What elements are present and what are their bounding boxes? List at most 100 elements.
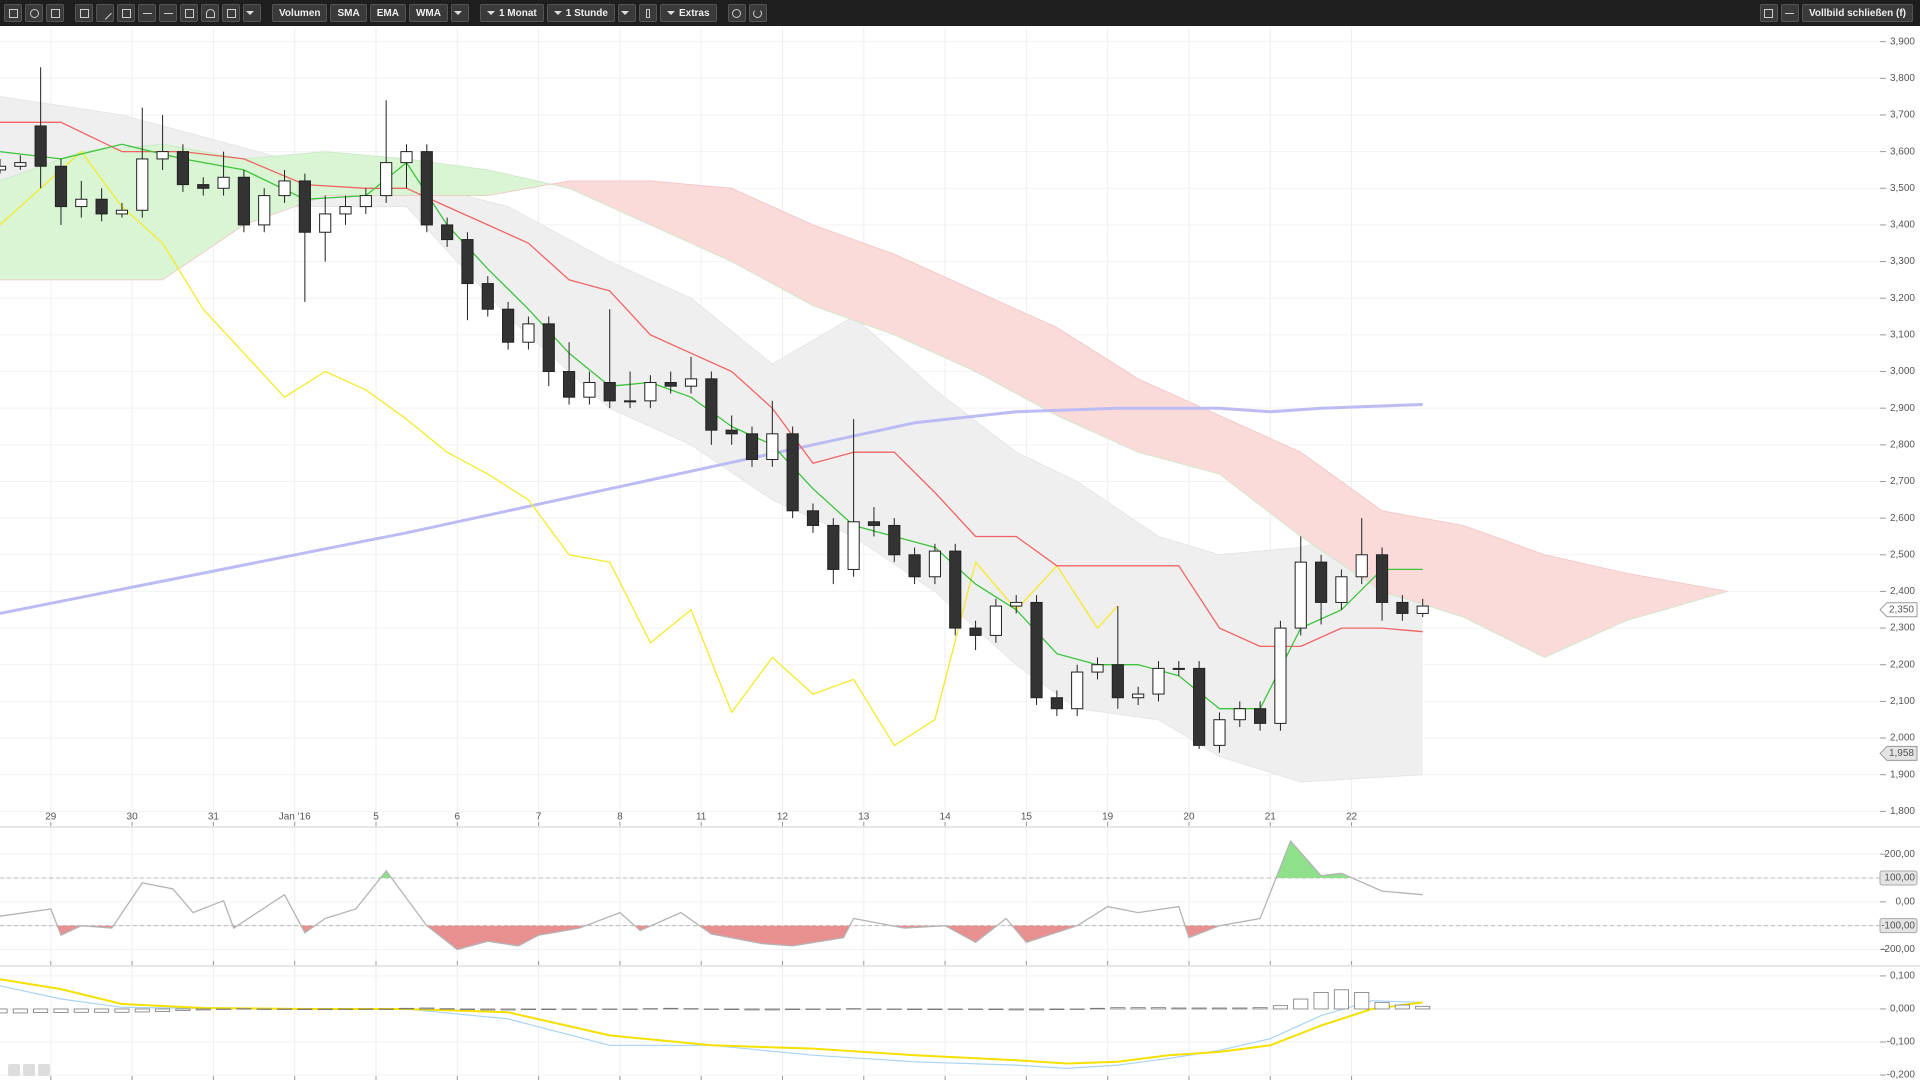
candle-body (908, 554, 921, 578)
candle-body (1396, 601, 1409, 614)
histogram-bar (642, 1008, 658, 1010)
compare-button[interactable] (1759, 4, 1778, 22)
fib-tool[interactable] (117, 4, 135, 22)
reset-button[interactable] (748, 4, 767, 22)
candle-body (989, 605, 1002, 636)
search-button[interactable] (25, 4, 43, 22)
zoom-button[interactable] (727, 4, 746, 22)
candle-body (786, 433, 799, 512)
candle-body (14, 162, 27, 167)
line-tool[interactable] (96, 4, 114, 22)
histogram-bar (581, 1008, 597, 1010)
layout-button[interactable] (46, 4, 64, 22)
close-fullscreen-button[interactable]: Vollbild schließen (f) (1801, 4, 1913, 22)
y-tick-label: 1,900 (1890, 769, 1915, 780)
y-tick-label: 2,300 (1890, 623, 1915, 634)
histogram-bar (317, 1008, 333, 1011)
histogram-bar (94, 1008, 110, 1013)
histogram-bar (358, 1008, 374, 1010)
histogram-bar (195, 1008, 211, 1011)
histogram-bar (907, 1008, 923, 1011)
axes: 29 30 31 Jan '16 5 6 7 8 11 12 13 14 15 19 20 21 22 1,800… (0, 36, 1920, 1080)
histogram-bar (1374, 1001, 1390, 1010)
oscillator-line (0, 839, 1423, 951)
cursor-tool[interactable] (222, 4, 240, 22)
candle-body (420, 151, 433, 226)
y-tick-label: 200,00 (1884, 849, 1915, 860)
level-label-box (1879, 870, 1918, 886)
indicator-button[interactable]: WMA (408, 4, 448, 22)
range-select[interactable]: 1 Monat (479, 4, 544, 22)
indicator-line (0, 150, 1119, 747)
histogram-bar (1354, 992, 1370, 1010)
marks (0, 67, 1431, 1014)
candle-body (197, 184, 210, 189)
histogram-bar (1171, 1007, 1187, 1010)
histogram-bar (398, 1007, 415, 1010)
y-tick-label: 1,800 (1890, 806, 1915, 817)
candle-body (237, 176, 250, 226)
histogram-bar (1049, 1008, 1065, 1011)
cloud-area (1137, 378, 1220, 475)
indicator-button[interactable]: Volumen (272, 4, 328, 22)
x-tick-label: 19 (1102, 812, 1114, 823)
candle-body (298, 180, 311, 233)
curve-tool[interactable] (201, 4, 219, 22)
y-tick-label: 3,500 (1890, 183, 1915, 194)
tools-menu[interactable] (243, 4, 261, 22)
histogram-bar (134, 1008, 150, 1013)
candle-body (522, 323, 535, 343)
y-tick-label: 2,500 (1890, 549, 1915, 560)
panel-button[interactable] (38, 1064, 50, 1076)
histogram-bar (825, 1008, 841, 1010)
histogram-bar (663, 1007, 679, 1010)
chart-type-button[interactable] (638, 4, 657, 22)
panel-button[interactable] (8, 1064, 20, 1076)
y-tick-label: 3,800 (1890, 73, 1915, 84)
histogram-bar (520, 1008, 536, 1011)
y-tick-label: 2,900 (1890, 403, 1915, 414)
x-tick-label: 7 (536, 812, 542, 823)
text-tool[interactable] (75, 4, 93, 22)
panel-button[interactable] (23, 1064, 35, 1076)
indicator-line (0, 978, 1423, 1065)
candle-body (1050, 697, 1063, 710)
signal-button[interactable] (1780, 4, 1799, 22)
interval-select[interactable]: 1 Stunde (546, 4, 615, 22)
histogram-bar (378, 1008, 394, 1010)
candle-body (359, 195, 372, 208)
x-tick-label: 14 (940, 812, 952, 823)
candle-body (867, 521, 881, 526)
y-tick-label: 0,100 (1890, 971, 1915, 982)
candle-body (0, 165, 7, 171)
histogram-bar (459, 1008, 475, 1011)
pen-tool[interactable] (180, 4, 198, 22)
indicator-menu[interactable] (450, 4, 469, 22)
settings-button[interactable] (4, 4, 22, 22)
interval-menu[interactable] (617, 4, 636, 22)
histogram-bar (1211, 1007, 1227, 1010)
histogram-bar (439, 1008, 455, 1010)
histogram-bar (33, 1008, 49, 1013)
histogram-bar (0, 1008, 8, 1014)
candle-body (75, 198, 88, 208)
candle-body (745, 433, 759, 460)
indicator-button[interactable]: EMA (369, 4, 406, 22)
extras-menu[interactable]: Extras (659, 4, 717, 22)
candle-body (847, 521, 860, 570)
y-tick-label: 2,000 (1890, 733, 1915, 744)
histogram-bar (785, 1008, 801, 1011)
indicator-button[interactable]: SMA (330, 4, 367, 22)
candle-body (1010, 601, 1023, 607)
y-tick-label: 3,300 (1890, 256, 1915, 267)
range-tool[interactable] (159, 4, 177, 22)
y-tick-label: 3,600 (1890, 146, 1915, 157)
level-label-box (1879, 918, 1918, 934)
hline-tool[interactable] (138, 4, 156, 22)
histogram-bar (1110, 1007, 1126, 1010)
y-tick-label: 2,100 (1890, 696, 1915, 707)
candle-body (562, 371, 576, 398)
y-tick-label: 3,200 (1890, 293, 1915, 304)
